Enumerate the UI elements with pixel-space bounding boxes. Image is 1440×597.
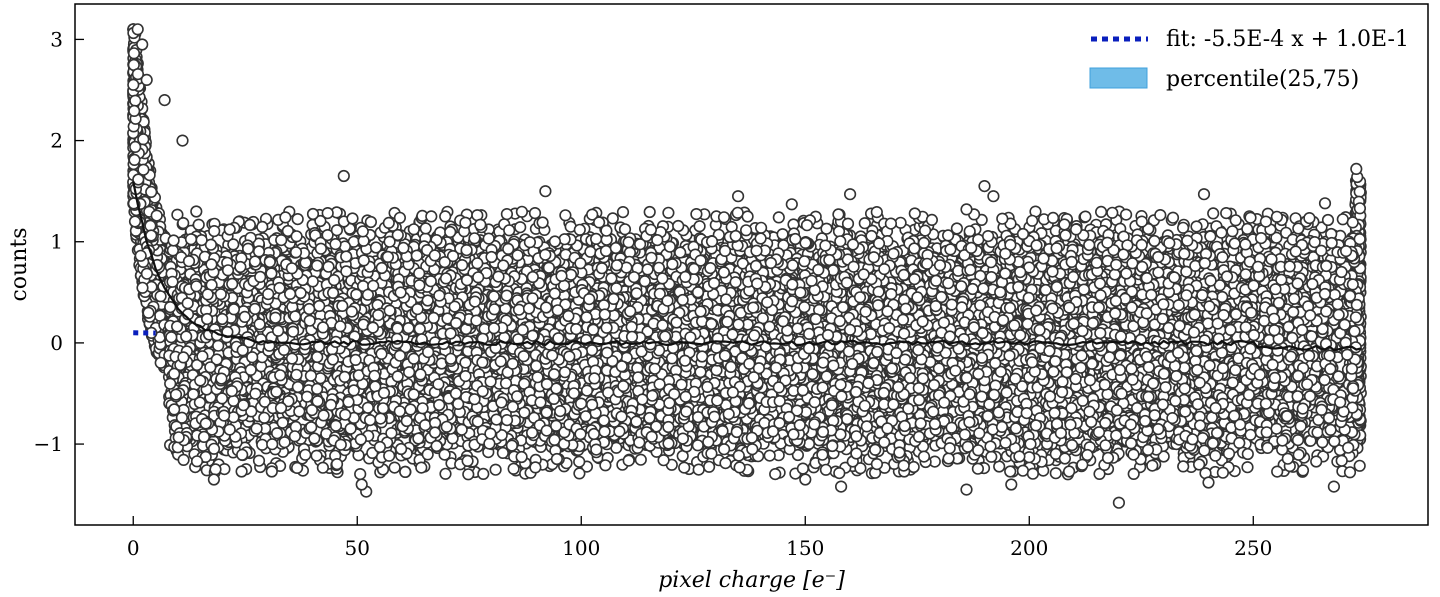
data-point [634, 453, 647, 466]
data-point [1177, 460, 1190, 473]
data-point [129, 140, 142, 153]
data-point [1346, 216, 1359, 229]
data-points [127, 23, 1367, 509]
data-point [129, 94, 142, 107]
data-point [462, 468, 475, 481]
data-point [128, 104, 141, 117]
data-point [388, 461, 401, 474]
data-point [364, 215, 378, 229]
data-point [776, 228, 789, 241]
data-point [1166, 211, 1180, 224]
data-point [643, 205, 656, 219]
data-point [140, 267, 153, 280]
data-point [1353, 202, 1366, 215]
data-point [489, 463, 502, 476]
data-point [963, 225, 976, 238]
data-point [127, 47, 141, 60]
data-point [1119, 208, 1133, 221]
data-point [134, 249, 147, 262]
data-point [145, 229, 158, 242]
data-point [136, 281, 149, 294]
data-point [128, 153, 141, 166]
data-point [145, 185, 158, 198]
data-point [190, 205, 203, 218]
data-point [137, 163, 150, 176]
data-point [128, 215, 142, 228]
data-point [142, 306, 155, 319]
data-point [1336, 213, 1349, 226]
data-point [1353, 185, 1366, 198]
data-point [154, 290, 167, 303]
data-point [127, 78, 140, 91]
